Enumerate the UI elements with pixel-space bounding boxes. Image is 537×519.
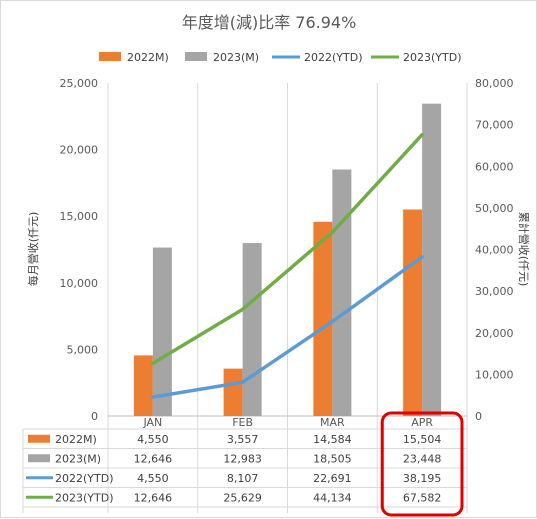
table-cell: 12,646 <box>134 491 173 504</box>
y-left-tick-label: 5,000 <box>67 343 99 356</box>
bar <box>242 243 262 416</box>
y-right-tick-label: 10,000 <box>475 368 514 381</box>
series-line <box>151 132 424 366</box>
y-left-tick-label: 25,000 <box>60 77 99 90</box>
y-right-tick-label: 40,000 <box>475 244 514 257</box>
x-tick-label: JAN <box>142 416 162 429</box>
table-cell: 14,584 <box>313 433 352 446</box>
table-cell: 4,550 <box>137 472 169 485</box>
table-cell: 12,646 <box>134 452 173 465</box>
table-cell: 12,983 <box>223 452 262 465</box>
table-row-label: 2023(YTD) <box>55 491 114 504</box>
highlight-box <box>380 411 464 517</box>
y-right-tick-label: 60,000 <box>475 160 514 173</box>
y-left-tick-label: 0 <box>91 410 98 423</box>
bar <box>313 221 333 416</box>
table-cell: 67,582 <box>403 491 442 504</box>
table-cell: 8,107 <box>227 472 259 485</box>
y-right-tick-label: 0 <box>475 410 482 423</box>
bar <box>223 368 243 416</box>
legend-swatch <box>99 52 121 61</box>
table-row-label: 2022(YTD) <box>55 472 114 485</box>
y-right-tick-label: 20,000 <box>475 327 514 340</box>
table-row-label: 2022M) <box>55 433 97 446</box>
y-right-tick-label: 80,000 <box>475 77 514 90</box>
y-right-axis-title: 累計營收(仟元) <box>517 212 531 287</box>
table-cell: 44,134 <box>313 491 352 504</box>
y-left-tick-label: 15,000 <box>60 210 99 223</box>
table-cell: 4,550 <box>137 433 169 446</box>
bar <box>403 209 423 416</box>
y-right-tick-label: 30,000 <box>475 285 514 298</box>
x-tick-label: FEB <box>232 416 253 429</box>
bar <box>133 355 153 416</box>
table-cell: 22,691 <box>313 472 352 485</box>
legend-label: 2022M) <box>127 51 169 64</box>
legend-swatch <box>185 52 207 61</box>
y-left-axis-title: 每月營收(仟元) <box>26 212 40 287</box>
bar <box>152 247 172 416</box>
table-legend-swatch <box>28 454 50 463</box>
x-tick-label: APR <box>411 416 433 429</box>
legend-label: 2023(M) <box>213 51 259 64</box>
chart-title: 年度增(減)比率 76.94% <box>182 13 357 32</box>
bar <box>332 169 352 416</box>
table-legend-swatch <box>28 434 50 443</box>
legend-label: 2023(YTD) <box>403 51 462 64</box>
y-left-tick-label: 10,000 <box>60 277 99 290</box>
table-cell: 38,195 <box>403 472 442 485</box>
table-cell: 23,448 <box>403 452 442 465</box>
table-cell: 25,629 <box>223 491 262 504</box>
y-right-tick-label: 50,000 <box>475 202 514 215</box>
series-line <box>151 255 424 399</box>
legend-label: 2022(YTD) <box>304 51 363 64</box>
bar <box>422 103 442 416</box>
y-right-tick-label: 70,000 <box>475 119 514 132</box>
table-cell: 15,504 <box>403 433 442 446</box>
table-cell: 18,505 <box>313 452 352 465</box>
table-cell: 3,557 <box>227 433 259 446</box>
x-tick-label: MAR <box>320 416 345 429</box>
y-left-tick-label: 20,000 <box>60 144 99 157</box>
table-row-label: 2023(M) <box>55 452 101 465</box>
